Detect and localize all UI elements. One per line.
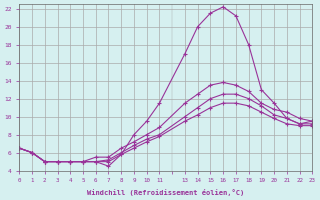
X-axis label: Windchill (Refroidissement éolien,°C): Windchill (Refroidissement éolien,°C) (87, 189, 244, 196)
